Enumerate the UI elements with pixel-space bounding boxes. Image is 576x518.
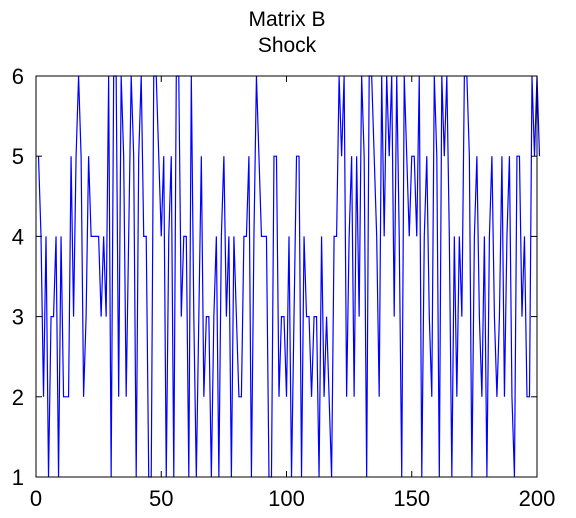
y-tick-label: 6: [12, 64, 24, 89]
y-tick-label: 4: [12, 224, 24, 249]
y-tick-label: 3: [12, 305, 24, 330]
x-tick-label: 50: [149, 486, 173, 511]
ticks-layer: 0 50 100 150 200 1 2 3 4 5 6: [12, 64, 556, 511]
x-tick-label: 100: [268, 486, 305, 511]
y-tick-label: 5: [12, 144, 24, 169]
x-tick-label: 150: [393, 486, 430, 511]
plot-frame: [35, 75, 538, 478]
chart-title-line-1: Matrix B: [248, 8, 325, 31]
x-tick-label: 0: [30, 486, 42, 511]
x-tick-label: 200: [519, 486, 556, 511]
series-layer: [37, 75, 541, 478]
y-tick-label: 1: [12, 465, 24, 490]
series-line-0: [37, 75, 541, 478]
y-tick-label: 2: [12, 385, 24, 410]
chart-title-line-2: Shock: [258, 34, 317, 57]
